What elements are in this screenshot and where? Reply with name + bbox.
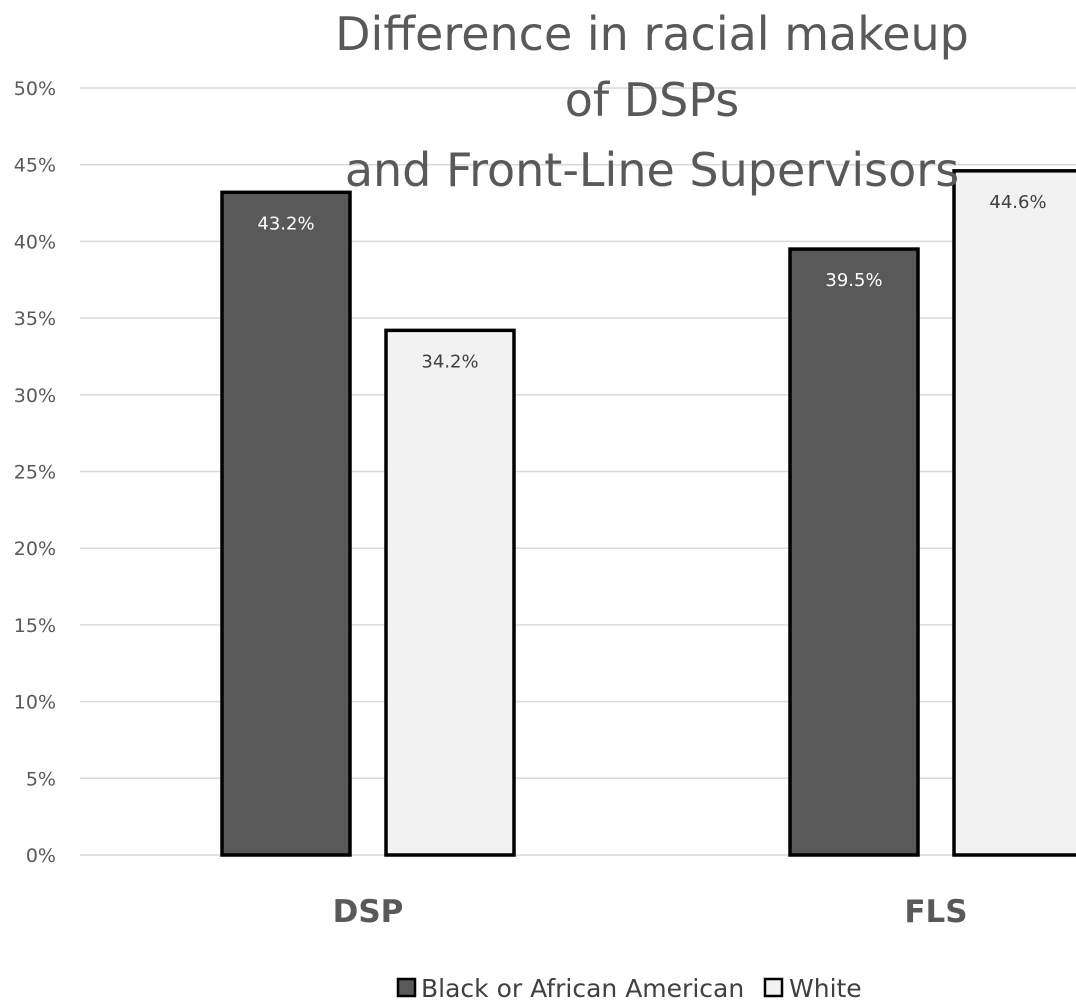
y-tick-label: 5%	[26, 768, 56, 790]
bar-dsp-series-0	[220, 190, 352, 857]
legend-label: Black or African American	[421, 974, 744, 1003]
y-tick-label: 40%	[14, 231, 56, 253]
bar-fls-series-0	[788, 247, 920, 857]
y-tick-label: 15%	[14, 615, 56, 637]
x-axis-categories: DSP FLS	[333, 894, 968, 930]
x-category-label: DSP	[333, 894, 404, 930]
y-tick-label: 50%	[14, 78, 56, 100]
y-tick-label: 0%	[26, 845, 56, 867]
bar-dsp-series-1	[384, 328, 516, 857]
legend: Black or African American White	[396, 974, 862, 1003]
x-category-label: FLS	[904, 894, 967, 930]
y-tick-label: 35%	[14, 308, 56, 330]
chart-title-line: Difference in racial makeup	[335, 7, 969, 61]
y-tick-label: 10%	[14, 692, 56, 714]
y-tick-label: 25%	[14, 462, 56, 484]
data-label: 43.2%	[257, 213, 314, 234]
chart-title: Difference in racial makeup of DSPs and Fr…	[335, 7, 969, 197]
chart-title-line: of DSPs	[565, 73, 739, 127]
chart-title-line: and Front-Line Supervisors	[345, 143, 959, 197]
bars: 43.2% 34.2% 39.5% 44.6%	[220, 169, 1076, 857]
y-tick-label: 45%	[14, 155, 56, 177]
y-tick-label: 30%	[14, 385, 56, 407]
legend-swatch	[396, 977, 417, 998]
bar-fls-series-1	[952, 169, 1076, 857]
data-label: 44.6%	[989, 192, 1046, 213]
legend-swatch	[763, 977, 784, 998]
data-label: 39.5%	[825, 270, 882, 291]
data-label: 34.2%	[421, 351, 478, 372]
y-tick-label: 20%	[14, 538, 56, 560]
y-axis-ticks: 0% 5% 10% 15% 20% 25% 30% 35% 40% 45% 50%	[14, 78, 56, 867]
legend-label: White	[789, 974, 862, 1003]
